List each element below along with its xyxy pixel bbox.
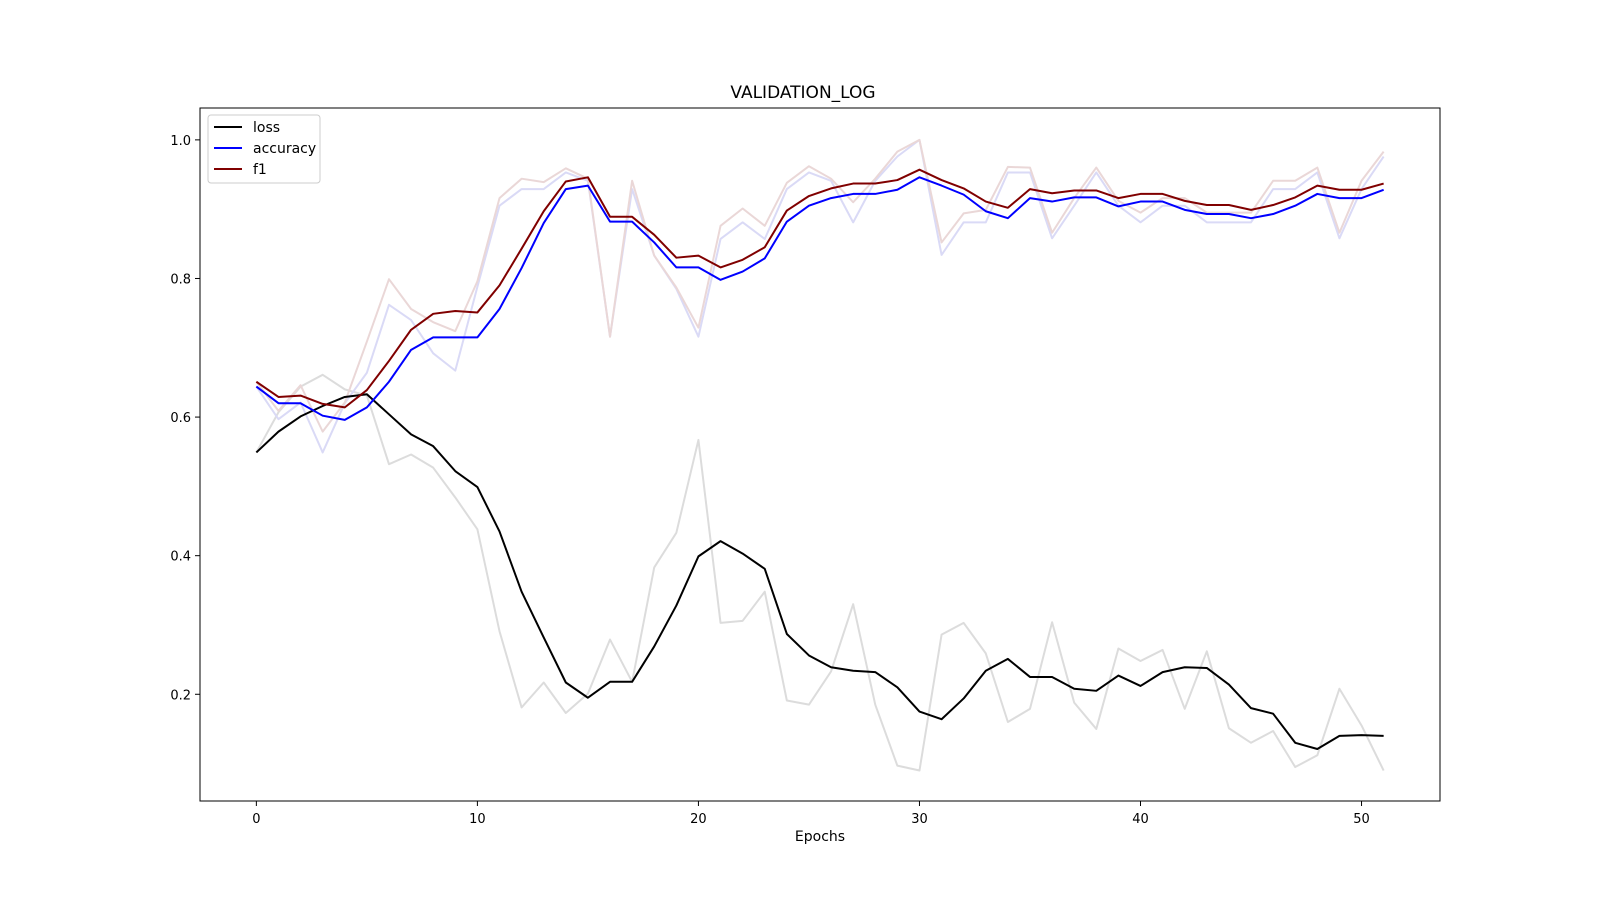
- y-axis: 0.2 0.4 0.6 0.8 1.0: [170, 134, 200, 703]
- raw-series-group: [255, 138, 1385, 772]
- y-tick-label: 1.0: [170, 134, 191, 149]
- chart-title: VALIDATION_LOG: [730, 83, 875, 103]
- series-line-f1: [255, 168, 1384, 409]
- legend: loss accuracy f1: [207, 114, 321, 184]
- y-tick-label: 0.8: [170, 272, 191, 287]
- legend-label-loss: loss: [253, 120, 280, 136]
- legend-label-f1: f1: [253, 162, 267, 178]
- raw-series-line-2: [255, 138, 1385, 433]
- raw-series-line-1: [255, 138, 1385, 454]
- x-tick-label: 30: [911, 812, 928, 827]
- plot-frame: [199, 107, 1441, 802]
- series-line-loss: [255, 393, 1384, 751]
- smoothed-series-group: [255, 168, 1384, 751]
- x-axis: 0 10 20 30 40 50: [252, 801, 1370, 827]
- legend-label-accuracy: accuracy: [253, 141, 316, 157]
- legend-box: [207, 114, 321, 184]
- x-tick-label: 0: [252, 812, 260, 827]
- x-tick-label: 40: [1132, 812, 1149, 827]
- y-tick-label: 0.2: [170, 688, 191, 703]
- x-tick-label: 20: [690, 812, 707, 827]
- raw-series-line-0: [255, 373, 1385, 772]
- x-tick-label: 10: [469, 812, 486, 827]
- y-tick-label: 0.6: [170, 411, 191, 426]
- series-line-accuracy: [255, 176, 1384, 421]
- x-tick-label: 50: [1353, 812, 1370, 827]
- x-axis-label: Epochs: [795, 829, 845, 845]
- y-tick-label: 0.4: [170, 550, 191, 565]
